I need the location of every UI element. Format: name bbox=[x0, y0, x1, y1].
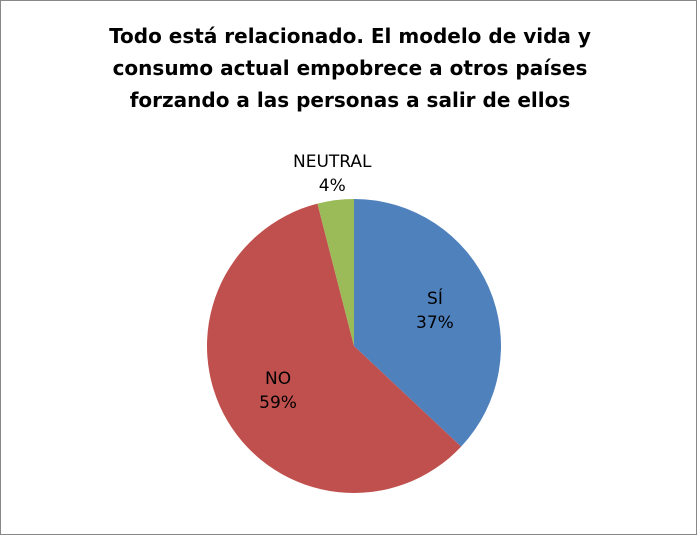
slice-value: 4% bbox=[319, 176, 346, 196]
slice-label: NO 59% bbox=[259, 369, 297, 413]
slice-label: NEUTRAL 4% bbox=[293, 152, 372, 196]
slice-name: NEUTRAL bbox=[293, 152, 372, 172]
slice-value: 59% bbox=[259, 393, 297, 413]
pie-slice bbox=[354, 199, 501, 447]
pie-slice bbox=[206, 203, 462, 493]
slice-name: NO bbox=[265, 369, 291, 389]
pie-slice bbox=[317, 199, 354, 346]
chart-title: Todo está relacionado. El modelo de vida… bbox=[109, 24, 591, 112]
slice-name: SÍ bbox=[427, 287, 443, 309]
slice-value: 37% bbox=[416, 313, 454, 333]
slice-label: SÍ 37% bbox=[416, 287, 454, 333]
